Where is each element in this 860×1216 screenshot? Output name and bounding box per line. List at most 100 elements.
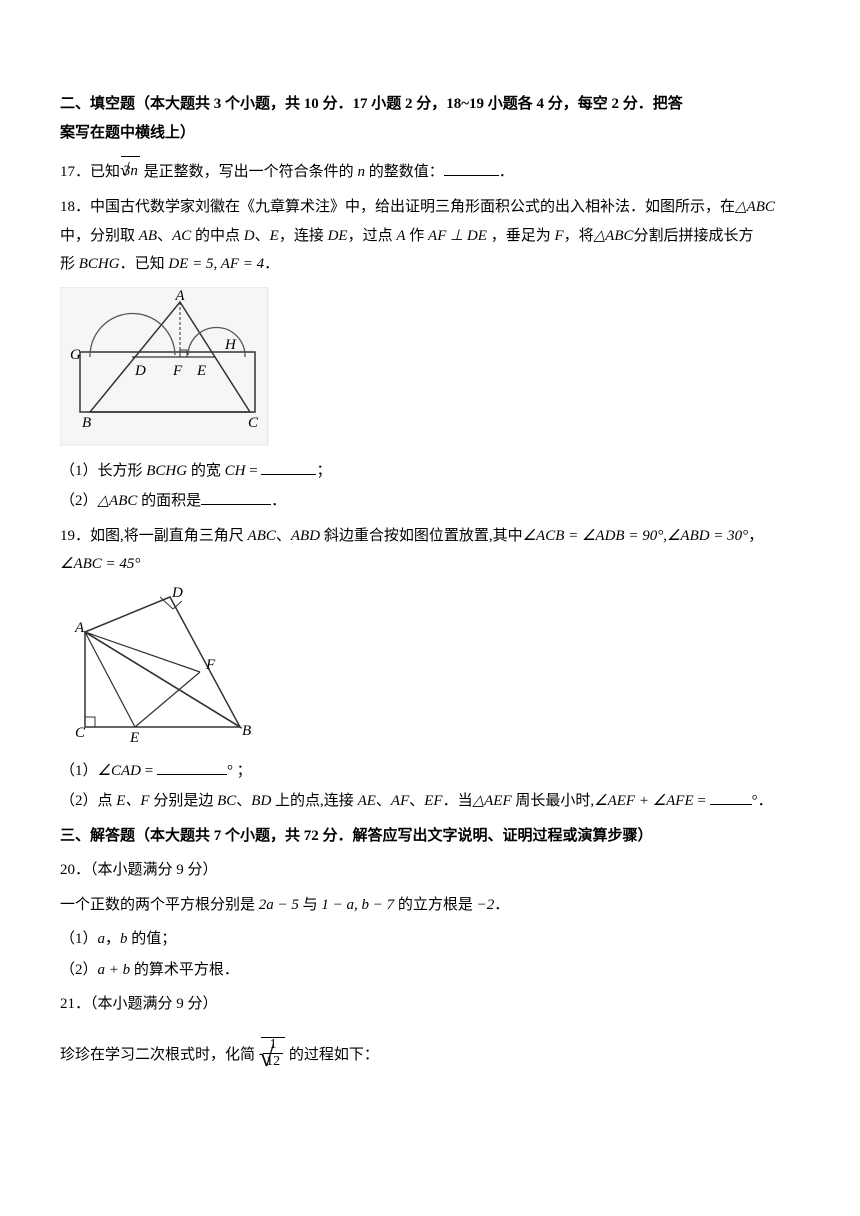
q19-sep3: 、 [376, 793, 391, 809]
q21-line1: 珍珍在学习二次根式时，化简 √ 1 12 的过程如下： [60, 1029, 800, 1082]
svg-text:A: A [74, 620, 85, 636]
q20-s1b: b [120, 931, 128, 947]
q19-comma: ， [748, 528, 763, 544]
q20-sub2: （2）a + b 的算术平方根． [60, 956, 800, 985]
q18-de: DE [328, 228, 348, 244]
q19-cad: ∠CAD [98, 763, 141, 779]
q19-figure: A B C D E F [60, 587, 800, 747]
svg-text:E: E [196, 363, 206, 379]
q19-blank2 [710, 791, 752, 805]
q18-s1a: （1）长方形 [60, 463, 146, 479]
q19-abd: ABD [291, 528, 320, 544]
q20-points: （本小题满分 9 分） [90, 862, 218, 878]
q20-s2expr: a + b [98, 962, 131, 978]
q21-num: 21． [60, 996, 90, 1012]
q20-l1c: 的立方根是 [394, 897, 477, 913]
q18-figure: A B C D E F G H [60, 287, 800, 447]
q19-l1a: 如图,将一副直角三角尺 [90, 528, 248, 544]
q19-s1b: = [141, 763, 153, 779]
svg-text:B: B [82, 415, 91, 431]
q17-n: n [357, 164, 365, 180]
q18-s1b: 的宽 [187, 463, 225, 479]
section2-title-line2: 案写在题中横线上） [60, 125, 195, 141]
q18-line1: 18．中国古代数学家刘徽在《九章算术注》中，给出证明三角形面积公式的出入相补法．… [60, 193, 800, 222]
q18-l2d: ，过点 [348, 228, 397, 244]
q19-ae: AE [358, 793, 376, 809]
problem-18: 18．中国古代数学家刘徽在《九章算术注》中，给出证明三角形面积公式的出入相补法．… [60, 193, 800, 516]
q18-l2c: ，连接 [279, 228, 328, 244]
q21-frac: 1 12 [263, 1037, 283, 1069]
q18-l2a: 中，分别取 [60, 228, 139, 244]
q18-sub1: （1）长方形 BCHG 的宽 CH = ； [60, 457, 800, 486]
q19-s1a: （1） [60, 763, 98, 779]
q18-triabc2: △ABC [594, 228, 634, 244]
q19-s1c: ° ； [227, 763, 252, 779]
section2-title: 二、填空题（本大题共 3 个小题，共 10 分．17 小题 2 分，18~19 … [60, 90, 800, 147]
q21-header: 21．（本小题满分 9 分） [60, 990, 800, 1019]
problem-20: 20．（本小题满分 9 分） 一个正数的两个平方根分别是 2a − 5 与 1 … [60, 856, 800, 984]
section3-title-text: 三、解答题（本大题共 7 个小题，共 72 分．解答应写出文字说明、证明过程或演… [60, 828, 653, 844]
q20-sub1: （1）a，b 的值； [60, 925, 800, 954]
q18-s2-abc: △ABC [98, 493, 138, 509]
q19-aef: △AEF [473, 793, 512, 809]
q20-l1d: ． [494, 897, 509, 913]
q19-s2e: 周长最小时, [512, 793, 595, 809]
svg-text:D: D [171, 587, 183, 601]
q18-sub2: （2）△ABC 的面积是． [60, 487, 800, 516]
svg-text:H: H [224, 337, 237, 353]
q20-line1: 一个正数的两个平方根分别是 2a − 5 与 1 − a, b − 7 的立方根… [60, 891, 800, 920]
q17-sqrt: √3n [120, 153, 140, 187]
q17-blank [444, 162, 499, 176]
q20-s2b: 的算术平方根． [130, 962, 239, 978]
q19-blank1 [157, 761, 227, 775]
q19-line1: 19．如图,将一副直角三角尺 ABC、ABD 斜边重合按如图位置放置,其中∠AC… [60, 522, 800, 551]
q19-s2g: °． [752, 793, 773, 809]
q20-l1a: 一个正数的两个平方根分别是 [60, 897, 259, 913]
q18-l1: 中国古代数学家刘徽在《九章算术注》中，给出证明三角形面积公式的出入相补法．如图所… [90, 199, 735, 215]
svg-text:C: C [75, 725, 86, 741]
q19-sep2: 、 [236, 793, 251, 809]
q20-expr3: −2 [477, 897, 495, 913]
problem-17: 17．已知√3n 是正整数，写出一个符合条件的 n 的整数值：． [60, 153, 800, 187]
q20-expr1: 2a − 5 [259, 897, 299, 913]
q18-l3b: ．已知 [120, 256, 169, 272]
q20-expr2: 1 − a, b − 7 [321, 897, 394, 913]
q18-s1d: ； [316, 463, 331, 479]
q19-sep: 、 [276, 528, 291, 544]
q17-num: 17． [60, 164, 90, 180]
q18-l2f: ，垂足为 [487, 228, 555, 244]
q20-s2: （2） [60, 962, 98, 978]
q19-s2b: 分别是边 [150, 793, 218, 809]
q18-a: A [396, 228, 405, 244]
q18-l3c: ． [264, 256, 279, 272]
q19-sub1: （1）∠CAD = ° ； [60, 757, 800, 786]
q18-triabc: △ABC [735, 199, 775, 215]
q18-s2b: 的面积是 [137, 493, 201, 509]
q18-ac: AC [172, 228, 191, 244]
q18-l3a: 形 [60, 256, 79, 272]
q18-l2e: 作 [406, 228, 429, 244]
q18-l2h: 分割后拼接成长方 [634, 228, 754, 244]
q19-abd30: ∠ABD = 30° [667, 528, 748, 544]
q19-s2d: ．当 [443, 793, 473, 809]
q19-acb-adb: ∠ACB = ∠ADB = 90°, [523, 528, 667, 544]
svg-text:F: F [172, 363, 183, 379]
q18-afde: AF ⊥ DE [428, 228, 487, 244]
problem-19: 19．如图,将一副直角三角尺 ABC、ABD 斜边重合按如图位置放置,其中∠AC… [60, 522, 800, 816]
q19-l1b: 斜边重合按如图位置放置,其中 [320, 528, 523, 544]
q19-num: 19． [60, 528, 90, 544]
svg-text:C: C [248, 415, 259, 431]
q19-bd: BD [251, 793, 271, 809]
q18-line2: 中，分别取 AB、AC 的中点 D、E，连接 DE，过点 A 作 AF ⊥ DE… [60, 222, 800, 251]
q19-s2f: = [694, 793, 706, 809]
q18-s2a: （2） [60, 493, 98, 509]
q21-frac-num: 1 [263, 1037, 283, 1053]
q20-num: 20． [60, 862, 90, 878]
q18-bchg: BCHG [79, 256, 120, 272]
q20-header: 20．（本小题满分 9 分） [60, 856, 800, 885]
svg-text:D: D [134, 363, 146, 379]
q19-sep4: 、 [409, 793, 424, 809]
q21-l1a: 珍珍在学习二次根式时，化简 [60, 1047, 255, 1063]
q17-sqrt-arg: 3n [121, 156, 140, 186]
q17-text-d: ． [499, 164, 514, 180]
